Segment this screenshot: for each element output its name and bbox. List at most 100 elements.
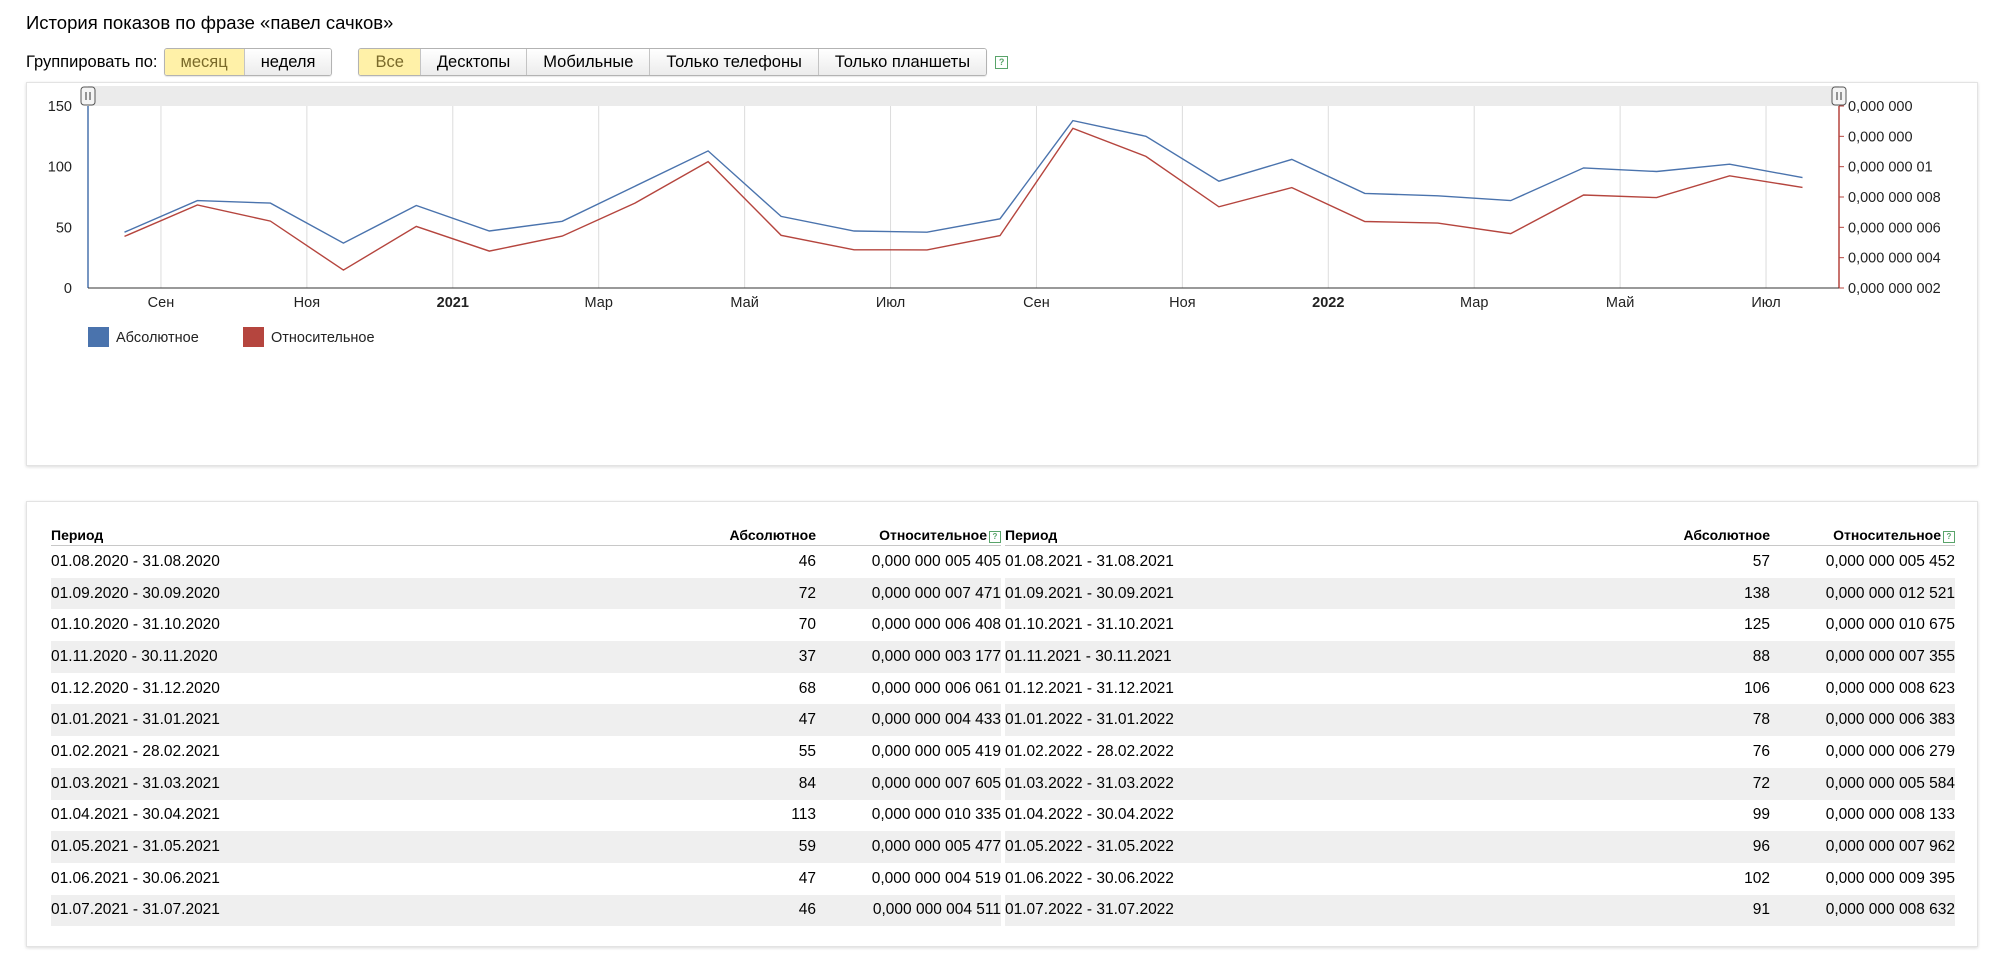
- x-tick-label: Сен: [1023, 295, 1050, 311]
- legend-label[interactable]: Относительное: [271, 330, 375, 346]
- x-tick-label: Сен: [148, 295, 175, 311]
- table-row: 01.04.2021 - 30.04.2021 113 0,000 000 010 …: [51, 800, 1001, 832]
- col-absolute: Абсолютное: [651, 519, 816, 546]
- cell-period: 01.07.2021 - 31.07.2021: [51, 894, 651, 927]
- cell-relative: 0,000 000 004 511: [816, 894, 1001, 927]
- table-row: 01.10.2020 - 31.10.2020 70 0,000 000 006 4…: [51, 609, 1001, 641]
- cell-relative: 0,000 000 004 519: [871, 869, 1001, 887]
- cell-period: 01.03.2022 - 31.03.2022: [1005, 767, 1605, 800]
- cell-relative: 0,000 000 004 433: [816, 704, 1001, 737]
- table-row: 01.07.2021 - 31.07.2021 46 0,000 000 004 5…: [51, 894, 1001, 927]
- cell-period: 01.07.2022 - 31.07.2022: [1005, 894, 1605, 927]
- cell-absolute: 46: [651, 894, 816, 927]
- cell-relative: 0,000 000 005 477: [816, 831, 1001, 863]
- cell-absolute: 125: [1744, 616, 1770, 634]
- cell-relative: 0,000 000 012 521: [1770, 577, 1955, 610]
- cell-absolute: 99: [1752, 806, 1770, 824]
- y-tick-label-right: 0,000 000 01: [1848, 160, 1933, 176]
- cell-period: 01.03.2021 - 31.03.2021: [51, 767, 651, 800]
- cell-absolute: 72: [651, 577, 816, 610]
- cell-period: 01.12.2020 - 31.12.2020: [51, 679, 220, 697]
- cell-relative: 0,000 000 005 584: [1770, 767, 1955, 800]
- table-row: 01.02.2022 - 28.02.2022 76 0,000 000 006 2…: [1005, 736, 1955, 768]
- y-tick-label-left: 0: [64, 281, 72, 297]
- device-desktop-button[interactable]: Десктопы: [420, 49, 528, 75]
- device-all-button[interactable]: Все: [359, 49, 421, 75]
- table-row: 01.08.2020 - 31.08.2020 46 0,000 000 005 4…: [51, 546, 1001, 578]
- cell-period: 01.06.2022 - 30.06.2022: [1005, 869, 1174, 887]
- cell-absolute: 72: [1605, 767, 1770, 800]
- cell-relative: 0,000 000 006 279: [1825, 742, 1955, 760]
- table-row: 01.01.2022 - 31.01.2022 78 0,000 000 006 3…: [1005, 704, 1955, 737]
- series-line-absolute: [124, 119, 1803, 244]
- cell-relative: 0,000 000 006 408: [871, 616, 1001, 634]
- cell-relative: 0,000 000 008 133: [1825, 806, 1955, 824]
- cell-absolute: 84: [651, 767, 816, 800]
- cell-absolute: 96: [1605, 831, 1770, 863]
- y-tick-label-right: 0,000 000 004: [1848, 251, 1941, 267]
- table-row: 01.07.2022 - 31.07.2022 91 0,000 000 008 6…: [1005, 894, 1955, 927]
- cell-period: 01.08.2020 - 31.08.2020: [51, 552, 220, 570]
- x-tick-label: Мар: [585, 295, 613, 311]
- table-row: 01.11.2020 - 30.11.2020 37 0,000 000 003 1…: [51, 641, 1001, 673]
- table-row: 01.12.2020 - 31.12.2020 68 0,000 000 006 0…: [51, 673, 1001, 705]
- cell-period: 01.09.2021 - 30.09.2021: [1005, 577, 1605, 610]
- cell-period: 01.10.2021 - 31.10.2021: [1005, 616, 1174, 634]
- legend-swatch: [243, 327, 264, 347]
- cell-absolute: 76: [1752, 742, 1770, 760]
- range-navigator[interactable]: [88, 86, 1839, 106]
- x-tick-label: Ноя: [294, 295, 320, 311]
- cell-period: 01.12.2021 - 31.12.2021: [1005, 679, 1174, 697]
- cell-absolute: 47: [651, 704, 816, 737]
- help-icon[interactable]: ?: [995, 55, 1009, 69]
- cell-absolute: 68: [798, 679, 816, 697]
- device-phones-button[interactable]: Только телефоны: [650, 49, 819, 75]
- legend-label[interactable]: Абсолютное: [116, 330, 199, 346]
- col-absolute: Абсолютное: [1605, 519, 1770, 546]
- y-tick-label-left: 50: [56, 220, 72, 236]
- cell-absolute: 106: [1744, 679, 1770, 697]
- cell-relative: 0,000 000 007 471: [816, 577, 1001, 610]
- table-panel: Период Абсолютное Относительное? 01.08.2…: [26, 501, 1978, 947]
- table-row: 01.03.2021 - 31.03.2021 84 0,000 000 007 6…: [51, 767, 1001, 800]
- cell-absolute: 55: [798, 742, 816, 760]
- group-week-button[interactable]: неделя: [244, 49, 332, 75]
- range-handle-right[interactable]: [1831, 86, 1847, 106]
- table-row: 01.10.2021 - 31.10.2021 125 0,000 000 010 …: [1005, 609, 1955, 641]
- group-month-button[interactable]: месяц: [164, 49, 245, 75]
- y-tick-label-left: 150: [48, 99, 72, 115]
- cell-period: 01.02.2021 - 28.02.2021: [51, 742, 220, 760]
- cell-absolute: 88: [1605, 641, 1770, 673]
- range-handle-left[interactable]: [80, 86, 96, 106]
- table-row: 01.12.2021 - 31.12.2021 106 0,000 000 008 …: [1005, 673, 1955, 705]
- device-tablets-button[interactable]: Только планшеты: [818, 49, 987, 75]
- cell-absolute: 138: [1605, 577, 1770, 610]
- device-mobile-button[interactable]: Мобильные: [527, 49, 651, 75]
- cell-absolute: 59: [651, 831, 816, 863]
- y-tick-label-right: 0,000 000 008: [1848, 190, 1941, 206]
- device-toggle: Все Десктопы Мобильные Только телефоны Т…: [358, 48, 988, 76]
- cell-absolute: 102: [1744, 869, 1770, 887]
- table-row: 01.01.2021 - 31.01.2021 47 0,000 000 004 4…: [51, 704, 1001, 737]
- x-tick-label: Июл: [876, 295, 905, 311]
- cell-period: 01.05.2022 - 31.05.2022: [1005, 831, 1605, 863]
- cell-period: 01.02.2022 - 28.02.2022: [1005, 742, 1174, 760]
- cell-absolute: 70: [798, 616, 816, 634]
- table-row: 01.05.2022 - 31.05.2022 96 0,000 000 007 9…: [1005, 831, 1955, 863]
- y-tick-label-right: 0,000 000 002: [1848, 281, 1941, 297]
- cell-period: 01.04.2022 - 30.04.2022: [1005, 806, 1174, 824]
- cell-absolute: 57: [1752, 552, 1770, 570]
- cell-relative: 0,000 000 007 605: [816, 767, 1001, 800]
- help-icon[interactable]: ?: [989, 531, 1001, 543]
- cell-period: 01.01.2021 - 31.01.2021: [51, 704, 651, 737]
- group-by-toggle: месяц неделя: [163, 48, 333, 76]
- group-by-label: Группировать по:: [26, 52, 158, 71]
- help-icon[interactable]: ?: [1943, 531, 1955, 543]
- cell-relative: 0,000 000 009 395: [1825, 869, 1955, 887]
- series-line-relative: [124, 127, 1803, 271]
- cell-period: 01.09.2020 - 30.09.2020: [51, 577, 651, 610]
- table-row: 01.11.2021 - 30.11.2021 88 0,000 000 007 3…: [1005, 641, 1955, 673]
- page-title: История показов по фразе «павел сачков»: [26, 12, 394, 33]
- cell-relative: 0,000 000 008 632: [1770, 894, 1955, 927]
- cell-period: 01.01.2022 - 31.01.2022: [1005, 704, 1605, 737]
